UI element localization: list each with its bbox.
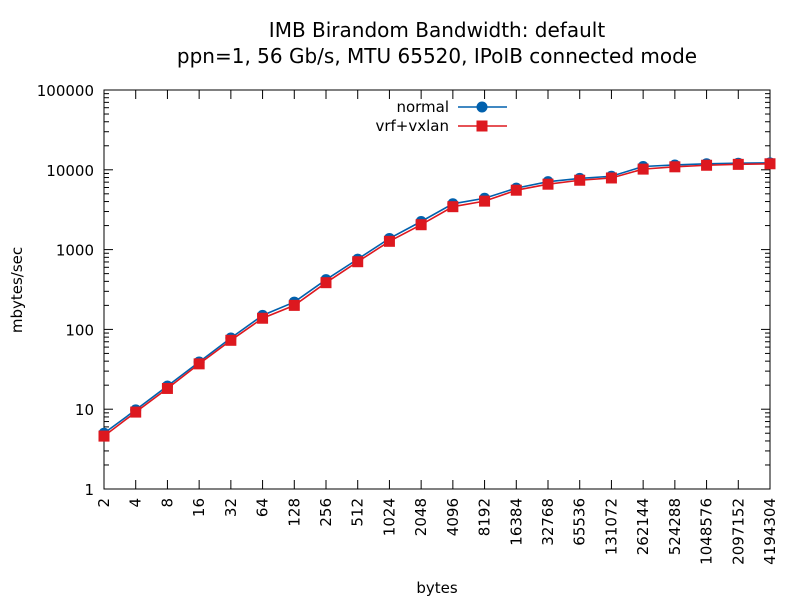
x-tick-label: 2 xyxy=(95,498,113,508)
data-point xyxy=(605,172,617,184)
y-tick-label: 1 xyxy=(84,481,94,499)
x-tick-label: 4096 xyxy=(444,498,462,536)
data-point xyxy=(510,184,522,196)
data-point xyxy=(669,161,681,173)
data-point xyxy=(352,256,364,268)
data-point xyxy=(257,312,269,324)
x-tick-label: 65536 xyxy=(571,498,589,546)
x-tick-label: 4 xyxy=(127,498,145,508)
y-tick-label: 10 xyxy=(75,401,94,419)
x-tick-label: 262144 xyxy=(634,498,652,555)
chart-title-line2: ppn=1, 56 Gb/s, MTU 65520, IPoIB connect… xyxy=(177,44,697,68)
series-layer xyxy=(98,157,776,442)
legend-label: normal xyxy=(396,98,449,116)
x-tick-label: 2048 xyxy=(412,498,430,536)
data-point xyxy=(320,277,332,289)
x-tick-label: 1024 xyxy=(380,498,398,536)
data-point xyxy=(193,358,205,370)
data-point xyxy=(288,299,300,311)
x-tick-label: 32 xyxy=(222,498,240,517)
plot-frame xyxy=(103,89,771,490)
x-tick-label: 128 xyxy=(285,498,303,527)
x-tick-label: 256 xyxy=(317,498,335,527)
y-axis-label: mbytes/sec xyxy=(8,247,26,333)
x-tick-label: 131072 xyxy=(602,498,620,555)
y-tick-label: 100 xyxy=(65,321,94,339)
data-point xyxy=(542,178,554,190)
x-tick-label: 1048576 xyxy=(698,498,716,565)
data-point xyxy=(383,235,395,247)
y-tick-label: 10000 xyxy=(46,162,94,180)
series-line-normal xyxy=(103,162,771,434)
x-tick-label: 64 xyxy=(254,498,272,517)
data-point xyxy=(130,406,142,418)
x-tick-label: 8192 xyxy=(476,498,494,536)
x-tick-label: 512 xyxy=(349,498,367,527)
x-tick-label: 4194304 xyxy=(761,498,779,565)
data-point xyxy=(574,174,586,186)
x-tick-label: 524288 xyxy=(666,498,684,555)
x-tick-label: 16 xyxy=(190,498,208,517)
data-point xyxy=(637,163,649,175)
legend-label: vrf+vxlan xyxy=(375,117,449,135)
x-tick-label: 16384 xyxy=(507,498,525,546)
y-tick-label: 1000 xyxy=(56,242,94,260)
x-axis-label: bytes xyxy=(416,579,458,597)
data-point xyxy=(225,334,237,346)
y-tick-label: 100000 xyxy=(37,82,94,100)
chart-title-line1: IMB Birandom Bandwidth: default xyxy=(269,18,606,42)
data-point xyxy=(98,430,110,442)
x-tick-label: 2097152 xyxy=(729,498,747,565)
x-tick-label: 8 xyxy=(158,498,176,508)
data-point xyxy=(479,195,491,207)
legend-marker xyxy=(476,120,488,132)
data-point xyxy=(447,201,459,213)
x-tick-label: 32768 xyxy=(539,498,557,546)
ticks-layer: 1 10 100 1000 10000 100000 2 4 8 16 32 64 128 256 512 1… xyxy=(37,82,779,565)
data-point xyxy=(701,159,713,171)
data-point xyxy=(161,382,173,394)
data-point xyxy=(764,158,776,170)
legend-marker xyxy=(476,101,488,113)
data-point xyxy=(732,158,744,170)
series-line-vrf-vxlan xyxy=(103,162,771,437)
data-point xyxy=(415,219,427,231)
